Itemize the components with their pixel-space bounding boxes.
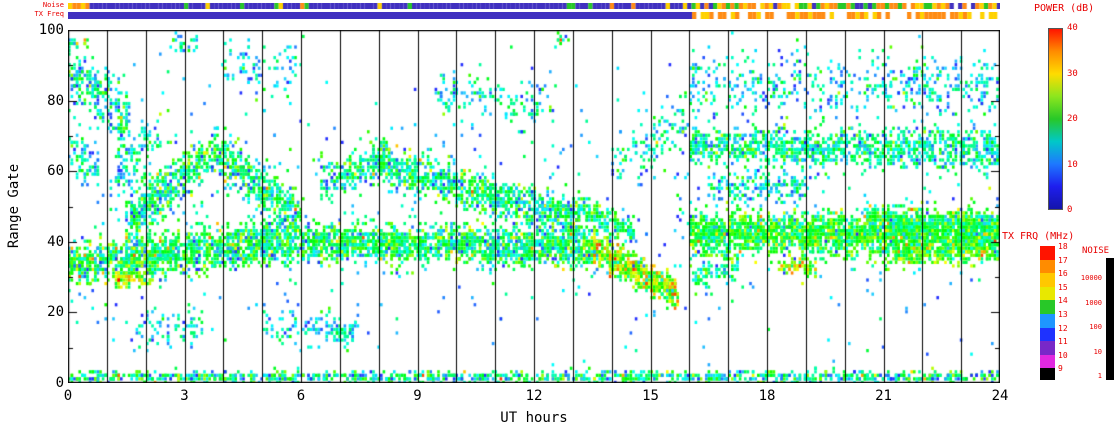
txfreq-colorbar-cell [1040, 246, 1055, 261]
noise-strip-label: Noise [42, 1, 64, 9]
txfreq-colorbar-cell [1040, 314, 1055, 329]
txfreq-colorbar-cell [1040, 354, 1055, 369]
txfreq-tick-label: 10 [1058, 350, 1068, 360]
noise-tick-label: 10000 [1080, 274, 1102, 283]
txfreq-tick-label: 15 [1058, 282, 1068, 292]
noise-tick-label: 10 [1093, 347, 1102, 356]
x-tick-label: 21 [875, 388, 892, 404]
power-colorbar [1048, 28, 1063, 210]
txfreq-colorbar-cell [1040, 286, 1055, 301]
x-tick-label: 9 [413, 388, 422, 404]
txfreq-colorbar-bottom-cell [1040, 368, 1055, 381]
noise-tick-label: 1000 [1085, 298, 1102, 307]
x-tick-label: 12 [525, 388, 543, 404]
txfreq-colorbar-cell [1040, 273, 1055, 288]
txfreq-colorbar-cell [1040, 300, 1055, 315]
txfreq-tick-label: 16 [1058, 269, 1068, 279]
x-tick-label: 0 [63, 388, 73, 404]
noise-strip [68, 3, 1000, 9]
power-tick-label: 0 [1067, 205, 1073, 215]
txfreq-tick-label: 18 [1058, 242, 1068, 251]
y-tick-label: 80 [47, 92, 64, 109]
txfreq-colorbar-cell [1040, 259, 1055, 274]
x-tick-label: 18 [758, 388, 776, 404]
y-tick-label: 20 [47, 304, 64, 321]
txfreq-tick-label: 17 [1058, 255, 1068, 265]
power-tick-label: 20 [1067, 114, 1078, 124]
power-tick-label: 40 [1067, 23, 1078, 33]
noise-colorbar-title: NOISE [1082, 246, 1110, 256]
y-tick-label: 0 [55, 375, 64, 391]
y-tick-label: 60 [47, 163, 64, 180]
txfreq-colorbar-cell [1040, 341, 1055, 356]
x-axis-title: UT hours [500, 410, 568, 426]
txfreq-tick-label: 12 [1058, 323, 1068, 333]
x-tick-label: 24 [991, 388, 1009, 404]
txfreq-strip-label: TX Freq [34, 10, 64, 18]
txfreq-colorbar-title: TX FRQ (MHz) [1002, 231, 1075, 242]
power-colorbar-title: POWER (dB) [1034, 3, 1095, 14]
noise-colorbar [1106, 258, 1114, 380]
rti-canvas [68, 30, 1000, 383]
txfreq-tick-label: 11 [1058, 337, 1068, 347]
noise-tick-label: 100 [1089, 323, 1102, 332]
txfreq-tick-label: 13 [1058, 310, 1068, 319]
y-axis-title: Range Gate [6, 163, 22, 249]
power-tick-label: 30 [1067, 68, 1078, 79]
power-tick-label: 10 [1067, 159, 1078, 170]
x-tick-label: 3 [180, 388, 189, 404]
txfreq-strip [68, 12, 1000, 19]
y-tick-label: 100 [38, 22, 64, 38]
noise-tick-label: 1 [1097, 372, 1102, 380]
x-tick-label: 6 [296, 388, 306, 404]
txfreq-tick-label: 14 [1058, 296, 1068, 306]
x-tick-label: 15 [642, 388, 659, 404]
y-tick-label: 40 [47, 233, 64, 250]
txfreq-tick-label: 9 [1058, 364, 1063, 374]
txfreq-colorbar-cell [1040, 327, 1055, 342]
